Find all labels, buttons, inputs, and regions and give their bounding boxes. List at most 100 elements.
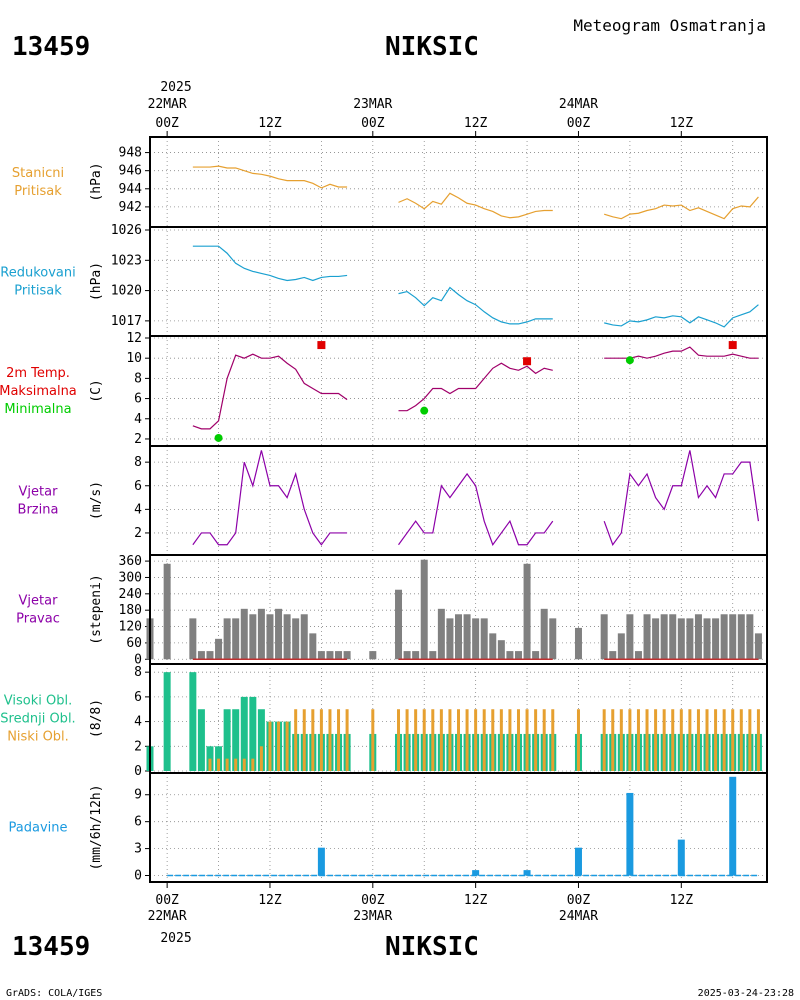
wind-direction-bar	[737, 614, 745, 660]
low-cloud-bar	[277, 721, 281, 771]
low-cloud-bar	[508, 709, 512, 771]
hour-label-top: 00Z	[155, 116, 179, 131]
y-tick-label: 4	[134, 412, 142, 427]
precip-bar	[523, 870, 531, 876]
panel-title-label: Vjetar	[19, 485, 59, 500]
low-cloud-bar	[414, 709, 418, 771]
wind-direction-bar	[215, 638, 223, 660]
y-tick-label: 948	[119, 146, 142, 161]
panel-frame	[149, 772, 768, 883]
wind-direction-bar	[283, 614, 291, 660]
high-cloud-bar	[163, 672, 171, 771]
low-cloud-bar	[328, 709, 332, 771]
panel-stanicni: 942 944 946 948 (hPa) Stanicni Pritisak	[12, 136, 768, 228]
hour-label-top: 12Z	[258, 116, 282, 131]
max-temp-marker	[317, 341, 326, 350]
low-cloud-bar	[242, 758, 246, 771]
wind-direction-bar	[686, 618, 694, 660]
wind-direction-bar	[223, 618, 231, 660]
y-tick-label: 8	[134, 665, 142, 680]
y-tick-label: 1023	[111, 253, 142, 268]
panel-title-label: Visoki Obl.	[4, 694, 72, 709]
y-tick-label: 2	[134, 432, 142, 447]
panels-group: 942944946948(hPa)StanicniPritisak1017102…	[0, 136, 768, 884]
precip-bar	[729, 776, 737, 876]
precip-bar	[472, 870, 480, 876]
y-tick-label: 120	[119, 620, 142, 635]
wind-direction-bar	[574, 627, 582, 660]
panel-title-label: Padavine	[9, 821, 68, 836]
y-tick-label: 942	[119, 200, 142, 215]
panel-frame	[149, 226, 768, 337]
wind-direction-bar	[540, 608, 548, 660]
wind-direction-bar	[532, 651, 540, 660]
low-cloud-bar	[748, 709, 752, 771]
panel-title-label: Stanicni	[12, 166, 64, 181]
low-cloud-bar	[431, 709, 435, 771]
station-name-top: NIKSIC	[385, 32, 479, 62]
low-cloud-bar	[705, 709, 709, 771]
station-id-top: 13459	[12, 32, 90, 62]
wind-direction-bar	[729, 614, 737, 660]
wind-direction-bar	[720, 614, 728, 660]
low-cloud-bar	[311, 709, 315, 771]
y-tick-label: 6	[134, 479, 142, 494]
series-line	[398, 192, 553, 219]
wind-direction-bar	[429, 651, 437, 660]
y-tick-label: 946	[119, 164, 142, 179]
hour-label-bottom: 00Z	[567, 893, 591, 908]
panel-title-label: Pritisak	[14, 184, 62, 199]
low-cloud-bar	[722, 709, 726, 771]
wind-direction-bar	[660, 614, 668, 660]
station-id-bottom: 13459	[12, 932, 90, 962]
panel-title-label: Pravac	[16, 612, 60, 627]
low-cloud-bar	[619, 709, 623, 771]
wind-direction-bar	[300, 614, 308, 660]
y-tick-label: 6	[134, 690, 142, 705]
y-tick-label: 4	[134, 715, 142, 730]
low-cloud-bar	[602, 709, 606, 771]
low-cloud-bar	[465, 709, 469, 771]
low-cloud-bar	[482, 709, 486, 771]
wind-direction-bar	[472, 618, 480, 660]
y-tick-label: 0	[134, 652, 142, 667]
day-label-top: 24MAR	[559, 97, 598, 112]
low-cloud-bar	[542, 709, 546, 771]
series-line	[603, 450, 760, 547]
low-cloud-bar	[302, 709, 306, 771]
y-tick-label: 6	[134, 392, 142, 407]
day-label-bottom: 24MAR	[559, 909, 598, 924]
y-tick-label: 1026	[111, 223, 142, 238]
low-cloud-bar	[268, 721, 272, 771]
low-cloud-bar	[654, 709, 658, 771]
panel-title-label: Redukovani	[0, 266, 75, 281]
high-cloud-bar	[249, 696, 257, 771]
low-cloud-bar	[345, 709, 349, 771]
y-tick-label: 9	[134, 788, 142, 803]
y-tick-label: 2	[134, 739, 142, 754]
y-axis-unit-label: (8/8)	[89, 699, 104, 738]
low-cloud-bar	[645, 709, 649, 771]
low-cloud-bar	[499, 709, 503, 771]
y-tick-label: 8	[134, 371, 142, 386]
wind-direction-bar	[617, 633, 625, 660]
low-cloud-bar	[448, 709, 452, 771]
y-tick-label: 12	[126, 331, 142, 346]
y-axis-unit-label: (stepeni)	[89, 574, 104, 644]
day-label-bottom: 22MAR	[148, 909, 187, 924]
max-temp-marker	[523, 357, 532, 366]
y-tick-label: 4	[134, 502, 142, 517]
panel-frame	[149, 335, 768, 447]
low-cloud-bar	[234, 758, 238, 771]
low-cloud-bar	[217, 758, 221, 771]
y-axis-unit-label: (hPa)	[89, 262, 104, 301]
panel-title-label: Minimalna	[4, 402, 71, 417]
wind-direction-bar	[343, 651, 351, 660]
low-cloud-bar	[662, 709, 666, 771]
grads-credit: GrADS: COLA/IGES	[6, 988, 102, 999]
series-line	[192, 245, 348, 282]
panel-title-label: Pritisak	[14, 284, 62, 299]
hour-label-bottom: 12Z	[464, 893, 488, 908]
